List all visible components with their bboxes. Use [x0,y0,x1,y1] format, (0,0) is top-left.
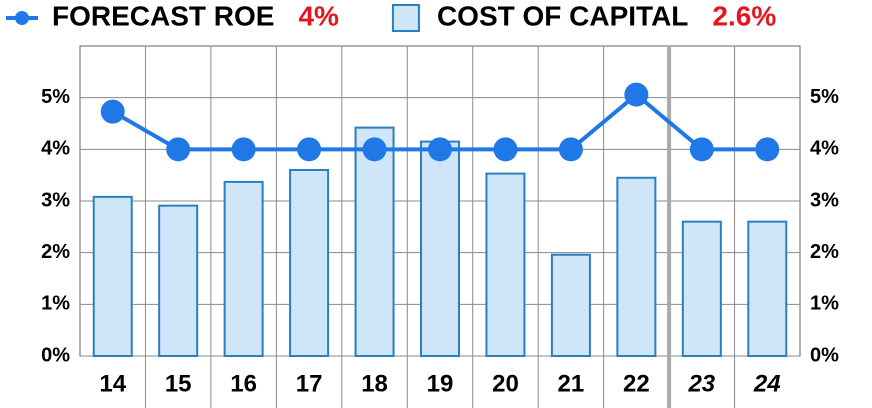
line-point [689,137,714,162]
line-point [558,137,583,162]
y-tick-label: 3% [41,189,70,211]
x-tick-label: 20 [492,370,519,397]
bar [158,204,199,357]
bar [354,126,395,357]
bar [92,195,133,357]
line-point [231,137,256,162]
x-tick-label: 22 [623,370,650,397]
y-tick-label: 1% [41,293,70,315]
legend-value: 4% [298,0,339,31]
x-tick-label: 19 [427,370,454,397]
line-point [624,82,649,107]
legend-marker [15,11,29,25]
legend-swatch [391,4,420,32]
y-tick-label: 0% [41,344,70,366]
y-tick-label: 5% [41,86,70,108]
x-tick-label: 18 [361,370,388,397]
bar [223,180,264,357]
y2-tick-label: 4% [810,138,839,160]
line-point [100,99,125,124]
bar [289,169,330,357]
x-tick-label: 23 [687,370,715,397]
line-point [493,137,518,162]
bar [616,176,657,357]
line-point [755,137,780,162]
x-tick-label: 17 [296,370,323,397]
y2-tick-label: 3% [810,189,839,211]
x-tick-label: 14 [99,370,126,397]
line-point [166,137,191,162]
bar [550,253,591,358]
bar [420,140,460,357]
x-tick-label: 24 [753,370,781,397]
x-tick-label: 21 [558,370,585,397]
legend-label: COST OF CAPITAL [437,0,688,31]
y2-tick-label: 5% [810,86,839,108]
x-tick-label: 16 [230,370,257,397]
bar [485,172,526,357]
legend-label: FORECAST ROE [52,0,274,31]
y-tick-label: 4% [41,138,70,160]
line-point [362,137,387,162]
y2-tick-label: 1% [810,293,839,315]
line-point [428,137,452,162]
bar [681,220,722,357]
y-tick-label: 2% [41,241,70,263]
bar [747,220,788,357]
y2-tick-label: 2% [810,241,839,263]
y2-tick-label: 0% [810,344,839,366]
legend-value: 2.6% [712,0,776,31]
line-point [297,137,322,162]
x-tick-label: 15 [165,370,192,397]
